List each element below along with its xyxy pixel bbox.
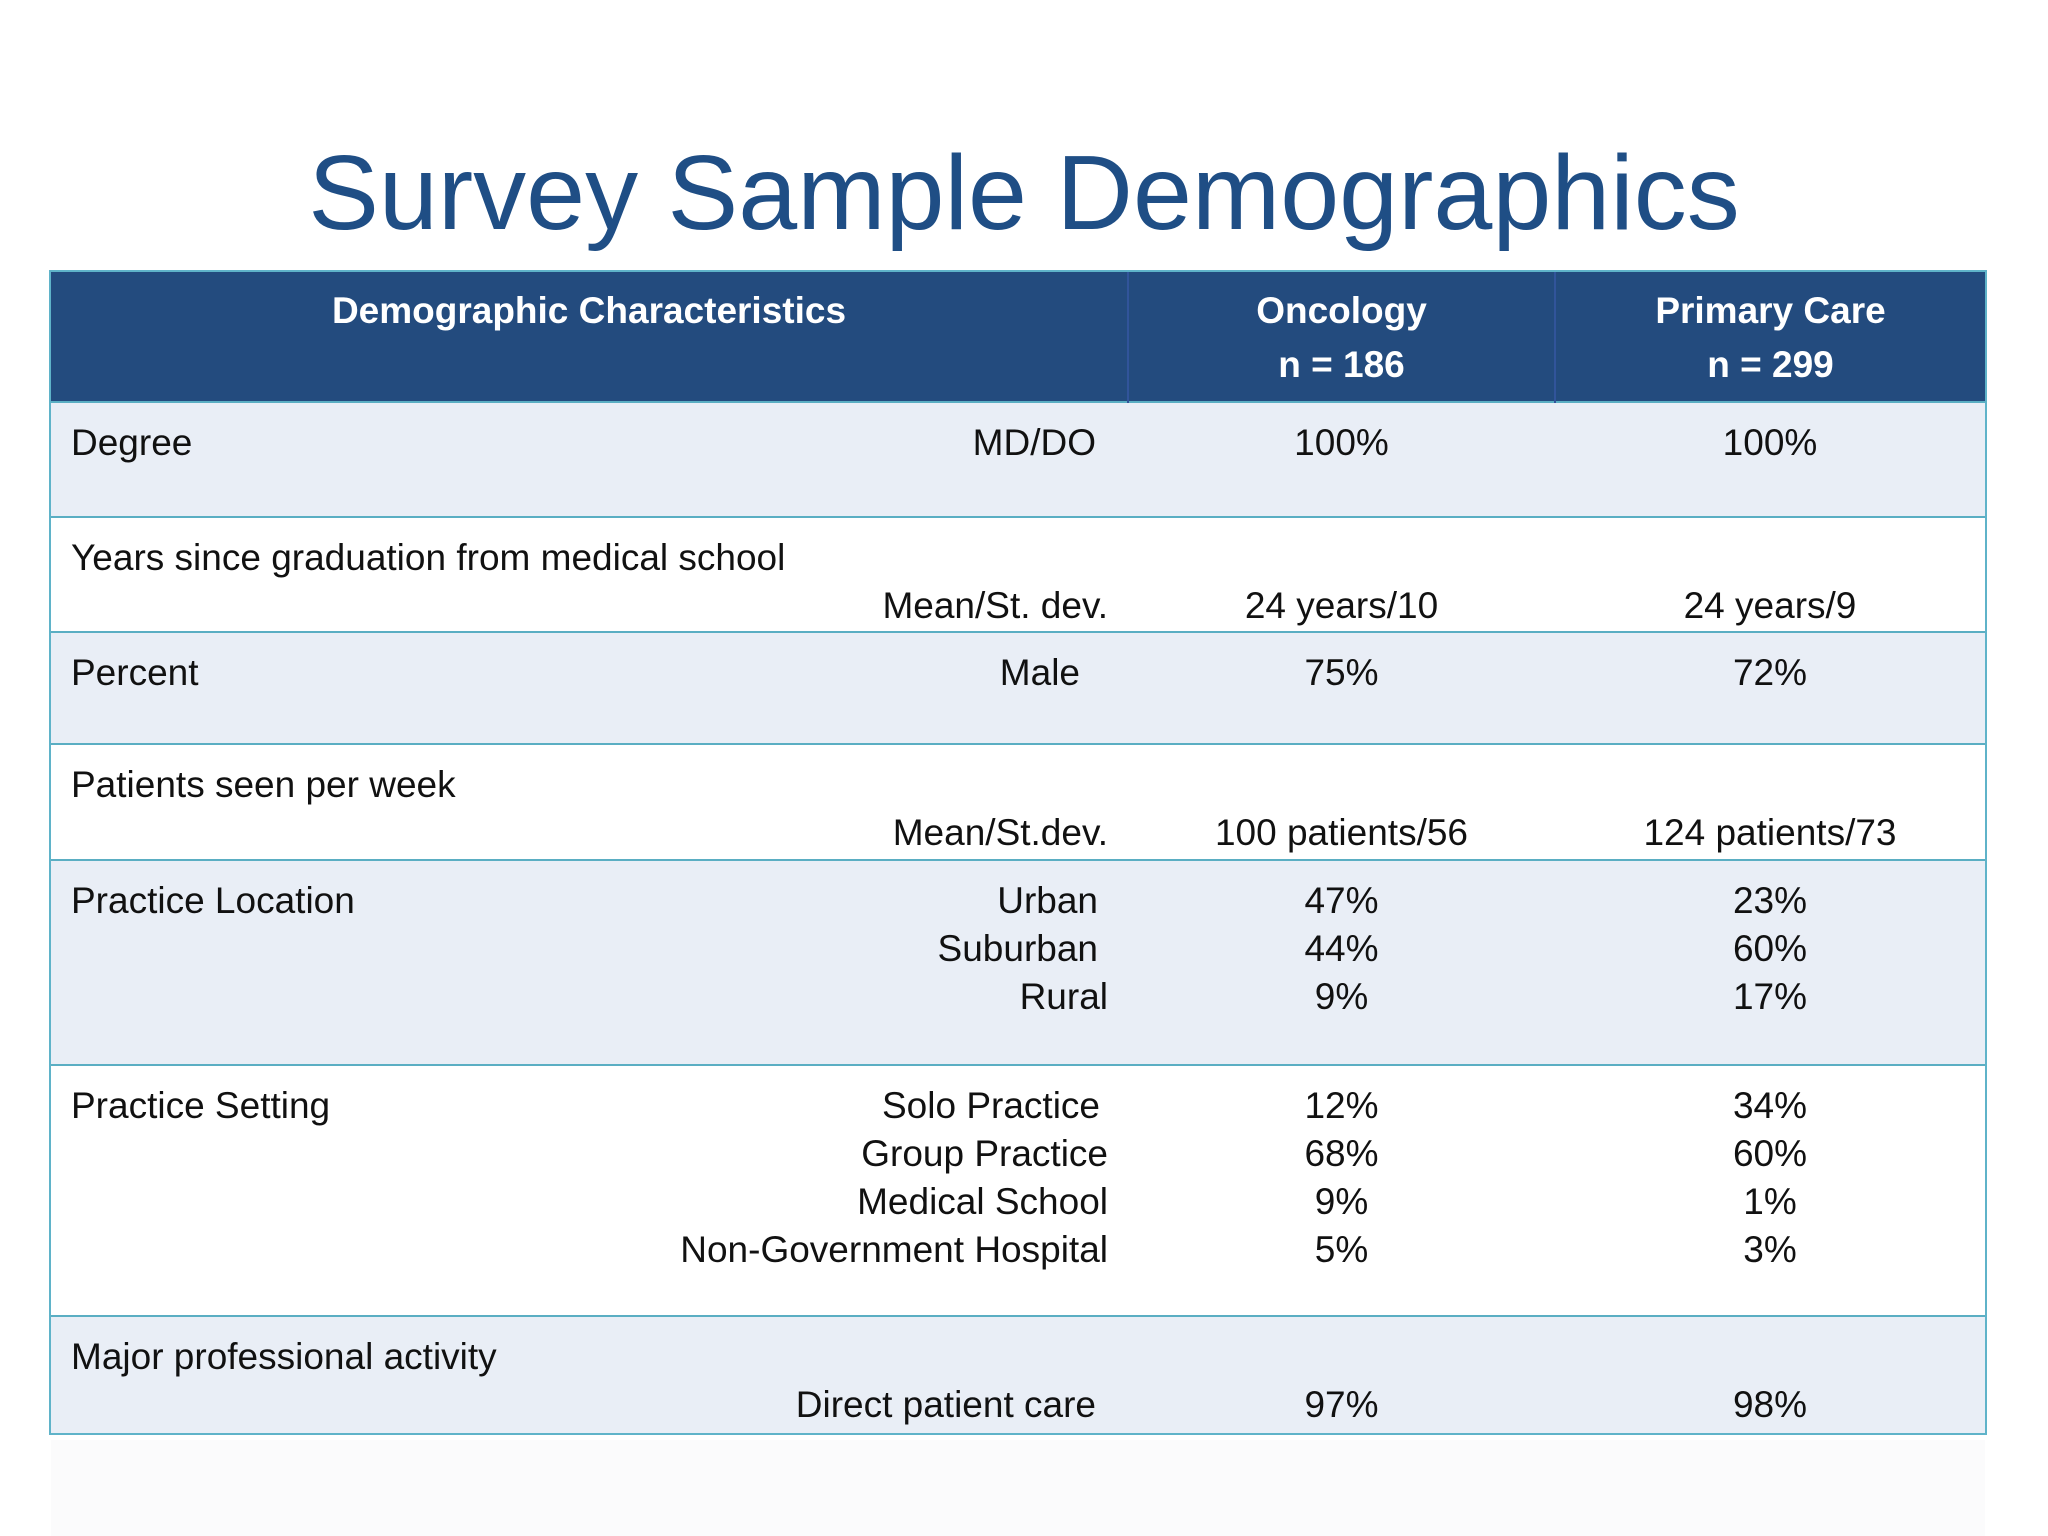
row-label-years: Years since graduation from medical scho…	[71, 537, 786, 578]
row-sub-solo-practice: Solo Practice	[882, 1085, 1100, 1126]
cell-oncology: 24 years/10	[1244, 585, 1439, 626]
demographics-table: Demographic Characteristics Oncology n =…	[49, 270, 1987, 1435]
row-label-patients: Patients seen per week	[71, 764, 456, 805]
cell-oncology: 44%	[1304, 928, 1379, 969]
row-label-location: Practice Location	[71, 880, 355, 921]
row-sub-group-practice: Group Practice	[861, 1133, 1108, 1174]
row-sub-years: Mean/St. dev.	[882, 585, 1108, 626]
cell-primary-care: 124 patients/73	[1643, 812, 1897, 853]
cell-primary-care: 60%	[1732, 1133, 1808, 1174]
row-sub-patients: Mean/St.dev.	[892, 812, 1108, 853]
table-row: Percent Male 75% 72%	[51, 631, 1985, 744]
page-title: Survey Sample Demographics	[308, 134, 1740, 252]
header-demographic-characteristics: Demographic Characteristics	[51, 272, 1128, 402]
table-row: Patients seen per week Mean/St.dev. 100 …	[51, 743, 1985, 860]
cell-oncology: 68%	[1304, 1133, 1379, 1174]
row-sub-urban: Urban	[997, 880, 1098, 921]
row-sub-percent: Male	[999, 652, 1080, 693]
header-oncology-n: n = 186	[1278, 344, 1405, 385]
slide-footer-band	[51, 1440, 1985, 1536]
row-label-degree: Degree	[71, 422, 193, 463]
row-sub-non-government-hospital: Non-Government Hospital	[680, 1229, 1108, 1270]
table-row: Degree MD/DO 100% 100%	[51, 401, 1985, 517]
table-row: Major professional activity Direct patie…	[51, 1315, 1985, 1433]
header-primary-care: Primary Care n = 299	[1554, 272, 1985, 402]
header-primary-care-n: n = 299	[1707, 344, 1834, 385]
cell-oncology: 12%	[1304, 1085, 1379, 1126]
cell-oncology: 75%	[1304, 652, 1379, 693]
cell-primary-care: 24 years/9	[1683, 585, 1857, 626]
table-row: Years since graduation from medical scho…	[51, 516, 1985, 632]
cell-primary-care: 3%	[1743, 1229, 1797, 1270]
header-primary-care-label: Primary Care	[1655, 290, 1886, 331]
cell-oncology: 47%	[1304, 880, 1379, 921]
row-label-activity: Major professional activity	[71, 1336, 497, 1377]
row-sub-activity: Direct patient care	[795, 1384, 1096, 1425]
cell-primary-care: 17%	[1732, 976, 1808, 1017]
cell-primary-care: 23%	[1732, 880, 1808, 921]
cell-oncology: 5%	[1314, 1229, 1369, 1270]
cell-oncology: 9%	[1314, 976, 1369, 1017]
header-oncology: Oncology n = 186	[1127, 272, 1555, 402]
row-sub-rural: Rural	[1019, 976, 1108, 1017]
cell-oncology: 9%	[1314, 1181, 1369, 1222]
row-label-percent: Percent	[71, 652, 199, 693]
row-sub-degree: MD/DO	[972, 422, 1096, 463]
header-oncology-label: Oncology	[1256, 290, 1427, 331]
table-header-row: Demographic Characteristics Oncology n =…	[51, 272, 1985, 402]
table-row: Practice Location Urban Suburban Rural 4…	[51, 859, 1985, 1065]
cell-oncology: 100%	[1294, 422, 1389, 463]
cell-oncology: 97%	[1304, 1384, 1379, 1425]
row-label-setting: Practice Setting	[71, 1085, 331, 1126]
cell-primary-care: 98%	[1732, 1384, 1808, 1425]
row-sub-medical-school: Medical School	[857, 1181, 1108, 1222]
cell-oncology: 100 patients/56	[1214, 812, 1469, 853]
cell-primary-care: 72%	[1732, 652, 1808, 693]
cell-primary-care: 100%	[1722, 422, 1818, 463]
table-row: Practice Setting Solo Practice Group Pra…	[51, 1064, 1985, 1316]
row-sub-suburban: Suburban	[937, 928, 1098, 969]
cell-primary-care: 34%	[1732, 1085, 1808, 1126]
cell-primary-care: 60%	[1732, 928, 1808, 969]
cell-primary-care: 1%	[1743, 1181, 1797, 1222]
header-col1-label: Demographic Characteristics	[331, 290, 847, 331]
